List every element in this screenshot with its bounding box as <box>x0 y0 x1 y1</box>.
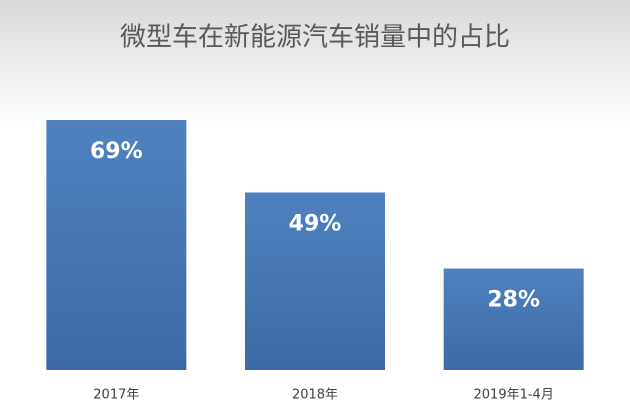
value-label: 69% <box>90 139 143 164</box>
bar <box>443 268 584 370</box>
x-tick-label: 2019年1-4月 <box>474 388 554 403</box>
value-label: 49% <box>289 211 342 236</box>
x-tick-label: 2018年 <box>292 388 338 403</box>
chart-title: 微型车在新能源汽车销量中的占比 <box>120 23 510 53</box>
x-tick-label: 2017年 <box>93 388 139 403</box>
bar <box>46 120 187 370</box>
bar <box>245 192 385 370</box>
value-label: 28% <box>487 288 540 313</box>
